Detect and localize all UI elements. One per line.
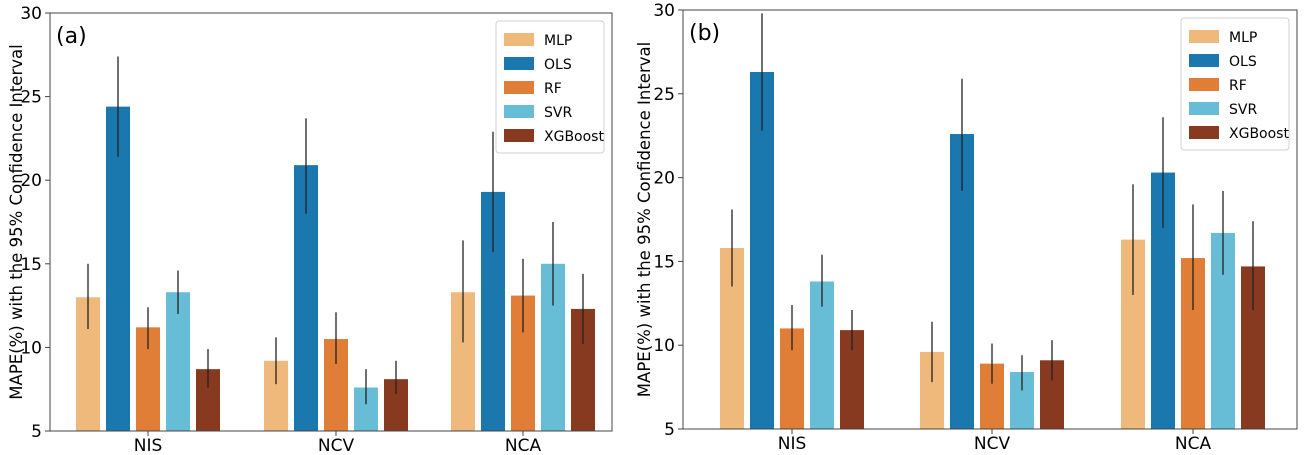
legend-swatch-xgboost (504, 129, 534, 142)
y-tick-label: 5 (31, 422, 42, 442)
legend: MLP OLS RF SVR XGBoost (495, 20, 605, 154)
legend-swatch-rf (504, 81, 534, 94)
y-tick-label: 30 (20, 4, 42, 24)
plot-frame (682, 9, 1298, 430)
y-axis-label: MAPE(%) with the 95% Confidence Interval (7, 44, 26, 399)
legend: MLP OLS RF SVR XGBoost (1180, 17, 1290, 151)
legend-swatch-svr (504, 105, 534, 118)
legend-label-ols: OLS (1229, 54, 1257, 70)
bar-ols-nis (750, 72, 774, 430)
y-tick-label: 10 (20, 338, 42, 358)
bar-svr-nis (166, 292, 190, 431)
panel-label: (b) (689, 21, 720, 46)
legend-label-rf: RF (1229, 78, 1247, 94)
chart-panel-a: 5 10 15 20 25 30 NIS NCV NCA MAPE(%) with the 95%… (7, 4, 613, 455)
legend-label-svr: SVR (1229, 102, 1257, 118)
y-tick-label: 5 (664, 420, 675, 440)
y-tick-label: 15 (20, 255, 42, 275)
y-tick-label: 25 (20, 88, 42, 108)
legend-label-xgboost: XGBoost (1229, 126, 1289, 142)
y-tick-label: 15 (653, 252, 675, 272)
legend-swatch-ols (1189, 54, 1219, 67)
legend-label-ols: OLS (544, 57, 572, 73)
plot-frame (49, 12, 613, 432)
legend-swatch-xgboost (1189, 126, 1219, 139)
panel-label: (a) (56, 24, 87, 49)
x-tick-label-ncv: NCV (974, 434, 1011, 454)
legend-label-rf: RF (544, 81, 562, 97)
x-tick-label-nis: NIS (778, 434, 807, 454)
legend-label-mlp: MLP (1229, 30, 1257, 46)
chart-panel-b: 5 10 15 20 25 30 NIS NCV NCA MAPE(%) with the 95%… (635, 1, 1298, 454)
legend-swatch-svr (1189, 102, 1219, 115)
bar-ols-nis (106, 106, 130, 431)
y-tick-label: 25 (653, 85, 675, 105)
y-tick-label: 20 (653, 169, 675, 189)
y-tick-label: 20 (20, 171, 42, 191)
x-tick-label-nca: NCA (1175, 434, 1212, 454)
x-tick-label-nca: NCA (505, 436, 542, 455)
legend-box (1180, 17, 1290, 151)
legend-label-mlp: MLP (544, 33, 572, 49)
legend-swatch-mlp (1189, 30, 1219, 43)
y-tick-label: 10 (653, 336, 675, 356)
legend-box (495, 20, 605, 154)
legend-label-svr: SVR (544, 105, 572, 121)
y-axis-label: MAPE(%) with the 95% Confidence Interval (635, 42, 654, 397)
x-tick-label-ncv: NCV (318, 436, 355, 455)
legend-swatch-ols (504, 57, 534, 70)
legend-swatch-mlp (504, 33, 534, 46)
x-tick-label-nis: NIS (134, 436, 163, 455)
y-tick-label: 30 (653, 1, 675, 21)
legend-label-xgboost: XGBoost (544, 129, 604, 145)
legend-swatch-rf (1189, 78, 1219, 91)
